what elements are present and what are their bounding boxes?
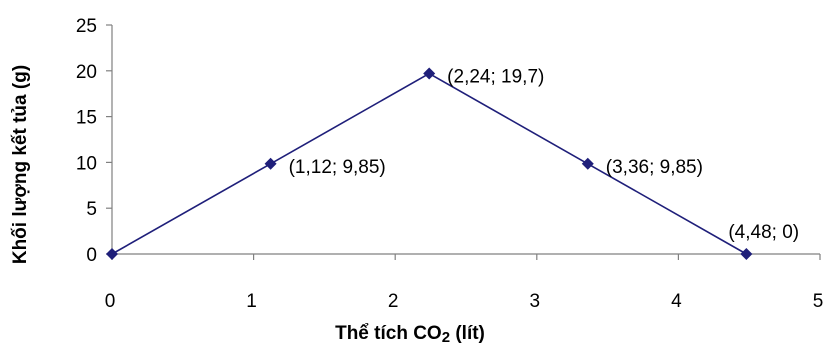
data-point-marker [423,67,436,80]
x-tick-label: 4 [671,291,682,312]
x-tick-label: 3 [530,291,541,312]
y-axis-ticks: 0 5 10 15 20 25 [76,16,112,266]
data-point-label: (1,12; 9,85) [289,157,386,178]
y-tick-label: 15 [76,108,97,129]
y-tick-label: 10 [76,153,97,174]
y-tick-label: 25 [76,16,97,37]
series [106,67,753,260]
x-axis-title: Thể tích CO2 (lít) [335,323,485,345]
y-axis-title: Khối lượng kết tủa (g) [10,65,31,264]
data-point-marker [740,248,753,260]
data-point-marker [264,157,277,170]
y-tick-label: 5 [86,199,97,220]
data-point-label: (2,24; 19,7) [447,67,544,88]
data-point-label: (3,36; 9,85) [606,157,703,178]
x-axis-title-suffix: (lít) [450,323,485,344]
x-tick-label: 1 [246,291,257,312]
y-tick-label: 0 [86,245,97,266]
x-tick-label: 5 [813,291,824,312]
x-axis-title-subscript: 2 [442,329,450,345]
x-axis-ticks: 0 1 2 3 4 5 [105,254,824,312]
axes [111,25,820,255]
data-point-marker [581,157,594,170]
data-point-marker [106,248,118,260]
y-tick-label: 20 [76,62,97,83]
data-point-label: (4,48; 0) [728,222,799,243]
x-tick-label: 2 [388,291,399,312]
point-labels: (1,12; 9,85) (2,24; 19,7) (3,36; 9,85) (4,4… [289,67,800,243]
x-tick-label: 0 [105,291,116,312]
x-axis-title-prefix: Thể tích CO [335,323,442,344]
